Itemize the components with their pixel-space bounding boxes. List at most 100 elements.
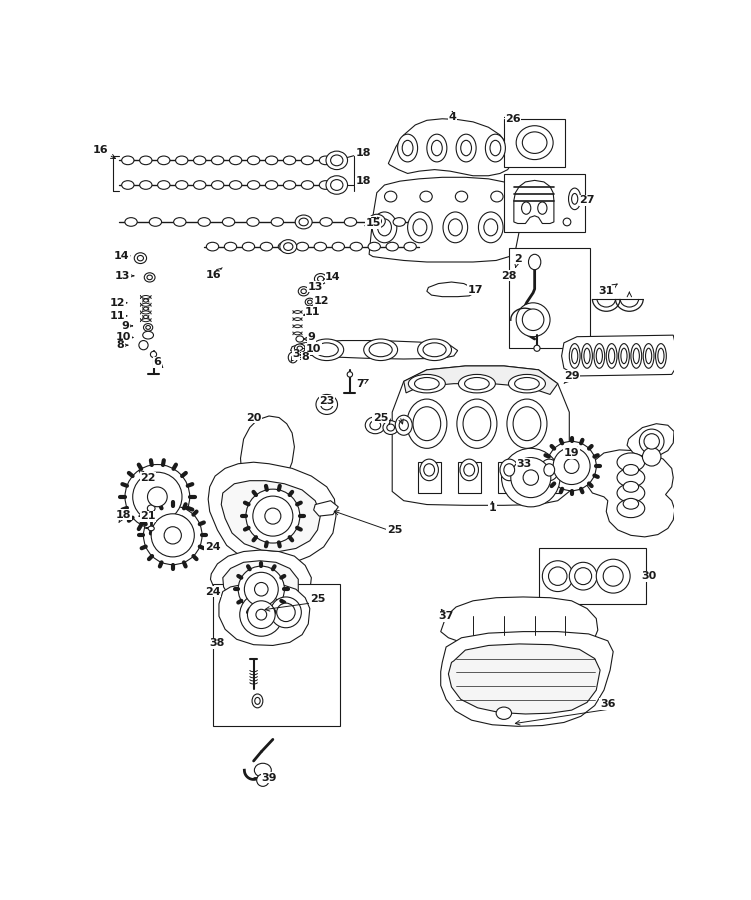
Ellipse shape: [420, 459, 439, 481]
Ellipse shape: [460, 140, 472, 156]
Circle shape: [575, 568, 592, 585]
Ellipse shape: [173, 218, 186, 226]
Circle shape: [246, 490, 300, 543]
Text: 12: 12: [110, 298, 127, 308]
Circle shape: [547, 441, 596, 491]
Ellipse shape: [298, 286, 309, 296]
Circle shape: [151, 514, 195, 557]
Polygon shape: [210, 550, 312, 617]
Text: 30: 30: [641, 572, 656, 581]
Text: 25: 25: [387, 525, 403, 535]
Circle shape: [255, 582, 268, 596]
Ellipse shape: [504, 464, 514, 476]
Ellipse shape: [385, 191, 397, 202]
Ellipse shape: [534, 346, 540, 351]
Ellipse shape: [307, 300, 312, 304]
Polygon shape: [291, 340, 457, 359]
Ellipse shape: [320, 218, 332, 226]
Text: 19: 19: [564, 447, 580, 458]
Ellipse shape: [301, 181, 314, 189]
Ellipse shape: [144, 273, 155, 282]
Ellipse shape: [345, 218, 357, 226]
Text: 3: 3: [291, 349, 300, 361]
Ellipse shape: [544, 464, 555, 476]
Text: 5: 5: [366, 217, 377, 227]
Ellipse shape: [147, 475, 155, 482]
Ellipse shape: [563, 218, 571, 226]
Ellipse shape: [125, 218, 137, 226]
Text: 27: 27: [579, 195, 595, 205]
Ellipse shape: [137, 256, 143, 261]
Ellipse shape: [321, 399, 333, 410]
Circle shape: [502, 448, 560, 507]
Ellipse shape: [255, 698, 260, 705]
Text: 22: 22: [139, 471, 156, 482]
Text: 8: 8: [301, 353, 309, 363]
Ellipse shape: [297, 346, 303, 350]
Ellipse shape: [230, 156, 242, 165]
Polygon shape: [562, 335, 676, 376]
Ellipse shape: [584, 348, 590, 364]
Ellipse shape: [569, 344, 580, 368]
Ellipse shape: [596, 348, 602, 364]
Circle shape: [257, 774, 269, 787]
Text: 9: 9: [121, 321, 132, 331]
Circle shape: [244, 572, 278, 607]
Ellipse shape: [316, 394, 337, 415]
Ellipse shape: [513, 407, 541, 441]
Ellipse shape: [261, 242, 273, 251]
Polygon shape: [314, 500, 338, 516]
Polygon shape: [404, 366, 558, 394]
Ellipse shape: [294, 344, 305, 353]
Ellipse shape: [347, 372, 352, 377]
Ellipse shape: [365, 417, 385, 434]
Text: 4: 4: [448, 112, 456, 122]
Ellipse shape: [139, 340, 148, 350]
Ellipse shape: [617, 500, 645, 518]
Ellipse shape: [646, 348, 652, 364]
Ellipse shape: [395, 415, 412, 436]
Text: 16: 16: [92, 145, 116, 158]
Bar: [418, 463, 441, 493]
Polygon shape: [441, 632, 614, 726]
Polygon shape: [208, 463, 336, 563]
Ellipse shape: [247, 156, 260, 165]
Circle shape: [511, 457, 550, 498]
Ellipse shape: [581, 344, 593, 368]
Ellipse shape: [540, 459, 559, 481]
Bar: [457, 463, 481, 493]
Ellipse shape: [140, 181, 152, 189]
Ellipse shape: [370, 420, 381, 430]
Ellipse shape: [386, 242, 398, 251]
Ellipse shape: [265, 181, 278, 189]
Ellipse shape: [158, 181, 170, 189]
Polygon shape: [627, 424, 674, 457]
Text: 1: 1: [488, 502, 496, 513]
Circle shape: [548, 567, 567, 585]
Ellipse shape: [363, 339, 397, 361]
Text: 14: 14: [325, 273, 341, 283]
Ellipse shape: [252, 694, 263, 707]
Circle shape: [523, 309, 544, 330]
Circle shape: [238, 566, 285, 612]
Bar: [538, 463, 561, 493]
Circle shape: [143, 506, 202, 564]
Ellipse shape: [350, 242, 363, 251]
Ellipse shape: [194, 181, 206, 189]
Ellipse shape: [465, 377, 489, 390]
Ellipse shape: [623, 499, 638, 509]
Polygon shape: [448, 644, 600, 714]
Ellipse shape: [176, 156, 188, 165]
Circle shape: [240, 593, 283, 636]
Ellipse shape: [149, 218, 161, 226]
Text: 8: 8: [116, 340, 128, 350]
Text: 29: 29: [564, 371, 580, 383]
Ellipse shape: [212, 156, 224, 165]
Ellipse shape: [496, 707, 511, 719]
Text: 17: 17: [468, 284, 483, 294]
Ellipse shape: [383, 420, 398, 435]
Ellipse shape: [296, 218, 308, 226]
Ellipse shape: [283, 181, 296, 189]
Ellipse shape: [369, 218, 381, 226]
Ellipse shape: [194, 156, 206, 165]
